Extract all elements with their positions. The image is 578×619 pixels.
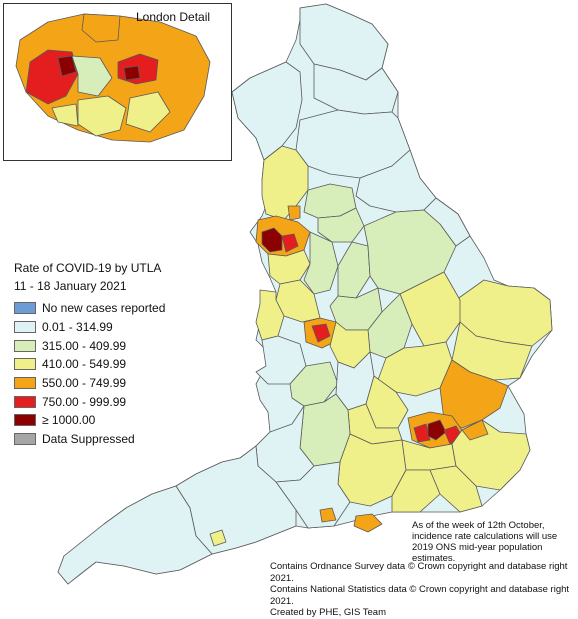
- legend-swatch: [14, 358, 36, 371]
- london-inset-frame: [3, 3, 232, 161]
- inset-title: London Detail: [136, 10, 211, 24]
- utla-blackburn: [287, 205, 301, 221]
- legend-item-label: 315.00 - 409.99: [42, 338, 127, 353]
- legend-item-label: 750.00 - 999.99: [42, 394, 127, 409]
- utla-bournemouth: [319, 507, 337, 523]
- legend-item-label: Data Suppressed: [42, 432, 135, 447]
- legend-swatch: [14, 339, 36, 352]
- utla-derbyshire: [303, 231, 339, 295]
- legend-item-label: 410.00 - 549.99: [42, 357, 127, 372]
- legend-item-no-cases: No new cases reported: [14, 299, 204, 318]
- credit-line: Created by PHE, GIS Team: [270, 607, 386, 618]
- utla-london-hotspot-west: [413, 423, 431, 443]
- utla-medway: [461, 419, 489, 441]
- legend-item-band4: 550.00 - 749.99: [14, 374, 204, 393]
- utla-isle-of-wight: [353, 513, 383, 533]
- legend-swatch: [14, 433, 36, 446]
- utla-london-hotspot-east: [427, 419, 447, 441]
- inset-west-dark: [57, 55, 77, 77]
- legend-item-label: 550.00 - 749.99: [42, 376, 127, 391]
- legend-swatch: [14, 321, 36, 334]
- utla-liverpool: [261, 227, 283, 253]
- legend-swatch: [14, 395, 36, 408]
- legend-item-band5: 750.00 - 999.99: [14, 392, 204, 411]
- legend-item-label: ≥ 1000.00: [42, 413, 96, 428]
- legend: Rate of COVID-19 by UTLA 11 - 18 January…: [14, 259, 204, 449]
- utla-ne-lincolnshire: [423, 197, 471, 247]
- legend-date-range: 11 - 18 January 2021: [14, 279, 127, 293]
- map-credits: Contains Ordnance Survey data © Crown co…: [270, 561, 578, 619]
- inset-central-green: [71, 55, 113, 97]
- legend-swatch: [14, 414, 36, 427]
- legend-item-band6: ≥ 1000.00: [14, 411, 204, 430]
- utla-south-yorkshire: [317, 207, 365, 243]
- legend-item-label: 0.01 - 314.99: [42, 320, 113, 335]
- utla-birmingham: [311, 323, 331, 343]
- utla-cornwall: [57, 485, 213, 585]
- legend-item-label: No new cases reported: [42, 301, 166, 316]
- inset-east-dark: [123, 65, 141, 81]
- legend-item-band3: 410.00 - 549.99: [14, 355, 204, 374]
- population-note: As of the week of 12th October, incidenc…: [412, 520, 578, 564]
- inset-southwest-light: [51, 103, 79, 127]
- legend-swatch: [14, 377, 36, 390]
- inset-north-dark-orange: [81, 13, 121, 43]
- credit-line: Contains National Statistics data © Crow…: [270, 584, 570, 607]
- note-line: As of the week of 12th October,: [412, 520, 545, 531]
- note-line: incidence rate calculations will use: [412, 531, 558, 542]
- legend-item-band2: 315.00 - 409.99: [14, 336, 204, 355]
- credit-line: Contains Ordnance Survey data © Crown co…: [270, 561, 568, 584]
- legend-title: Rate of COVID-19 by UTLA: [14, 261, 162, 275]
- legend-item-band1: 0.01 - 314.99: [14, 318, 204, 337]
- london-inset-map: [15, 13, 211, 143]
- utla-halton: [281, 233, 299, 253]
- legend-swatch: [14, 302, 36, 315]
- utla-cheshire: [267, 249, 311, 285]
- utla-gloucestershire: [289, 361, 339, 407]
- note-line: 2019 ONS mid-year population estimates.: [412, 542, 543, 564]
- inset-southeast-yellow: [125, 91, 171, 133]
- utla-durham: [313, 63, 399, 115]
- legend-item-suppressed: Data Suppressed: [14, 430, 204, 449]
- england-utla-map: [15, 3, 553, 585]
- utla-plymouth: [209, 529, 227, 547]
- utla-northamptonshire: [367, 293, 413, 359]
- utla-east-sussex: [429, 465, 483, 513]
